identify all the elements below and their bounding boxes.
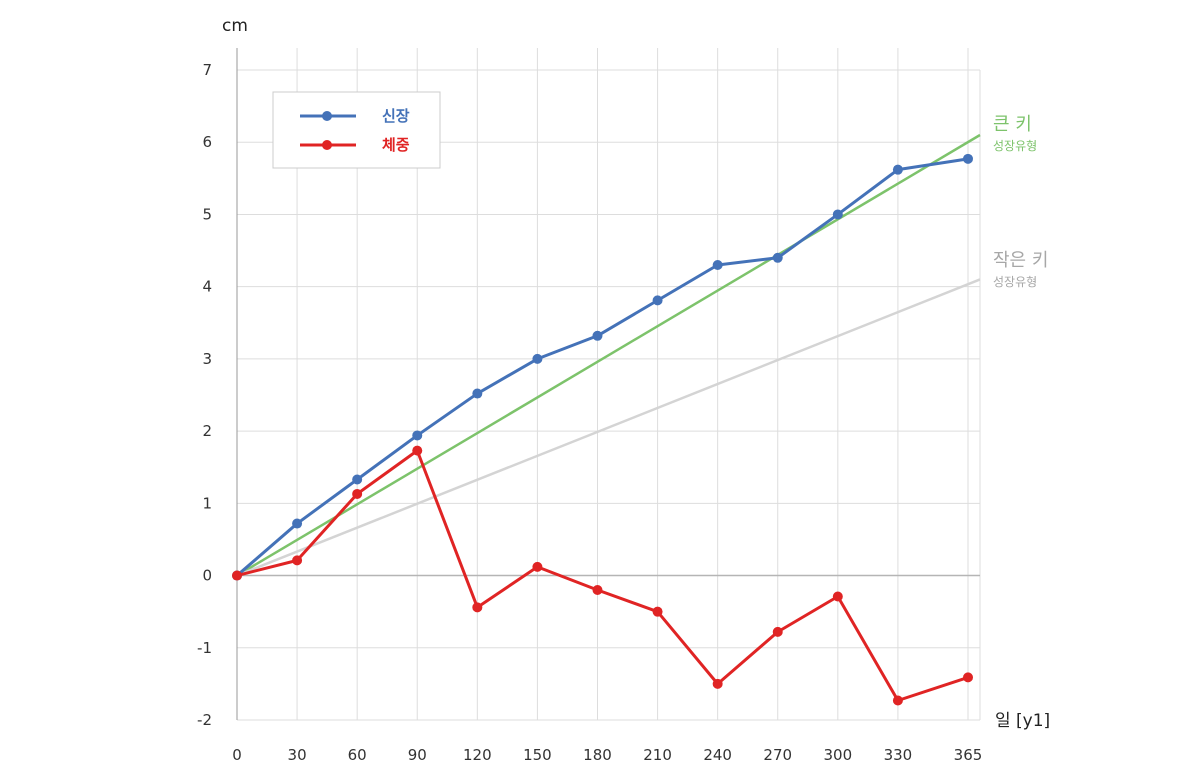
reference-labels: 큰 키 성장유형 작은 키 성장유형 (993, 114, 1048, 289)
y-tick-label-2: 2 (202, 422, 212, 440)
point-height-60 (352, 474, 363, 485)
legend-marker-height (322, 111, 332, 121)
point-weight-240 (712, 678, 723, 689)
point-weight-300 (832, 591, 843, 602)
point-weight-365 (963, 672, 973, 683)
point-weight-330 (892, 695, 903, 706)
point-height-330 (892, 164, 903, 175)
y-unit-label: cm (222, 16, 248, 36)
point-height-240 (712, 260, 723, 270)
x-tick-label-150: 150 (523, 746, 552, 764)
x-tick-label-240: 240 (703, 746, 732, 764)
point-weight-180 (592, 585, 603, 595)
y-tick-label-1: 1 (202, 494, 212, 512)
y-tick-label-6: 6 (202, 133, 212, 151)
point-height-150 (532, 353, 543, 364)
point-height-210 (652, 295, 663, 306)
legend-label-height: 신장 (382, 107, 410, 125)
x-tick-label-365: 365 (954, 746, 983, 764)
y-tick-label--1: -1 (197, 639, 212, 657)
series-line-height (236, 157, 969, 577)
tall-type-line (236, 133, 981, 577)
x-tick-label-90: 90 (408, 746, 427, 764)
legend-marker-weight (322, 140, 332, 150)
y-tick-label-4: 4 (202, 278, 212, 296)
point-weight-30 (292, 555, 303, 566)
legend-box (272, 91, 441, 169)
point-height-120 (472, 388, 483, 399)
x-tick-label-60: 60 (348, 746, 367, 764)
y-tick-label-0: 0 (202, 567, 212, 585)
point-height-300 (832, 209, 843, 220)
reference-lines (236, 133, 981, 577)
legend-label-weight: 체중 (382, 136, 410, 154)
point-height-180 (592, 330, 603, 341)
x-tick-label-300: 300 (824, 746, 853, 764)
x-tick-label-270: 270 (763, 746, 792, 764)
legend: 신장 체중 (272, 91, 441, 169)
short-type-subtitle: 성장유형 (993, 275, 1037, 289)
x-tick-label-0: 0 (232, 746, 242, 764)
point-weight-60 (352, 488, 363, 499)
point-height-90 (412, 430, 423, 441)
point-weight-90 (412, 445, 423, 456)
point-height-270 (772, 252, 783, 263)
short-type-line (236, 278, 981, 577)
tall-type-subtitle: 성장유형 (993, 139, 1037, 153)
point-weight-210 (652, 606, 663, 617)
y-tick-label-3: 3 (202, 350, 212, 368)
x-tick-label-330: 330 (884, 746, 913, 764)
tick-labels: 0 30 60 90 120 150 180 210 240 270 300 330 365-2-101… (197, 61, 982, 764)
point-weight-0 (232, 570, 242, 581)
y-tick-label-7: 7 (202, 61, 212, 79)
y-tick-label--2: -2 (197, 711, 212, 729)
point-height-365 (963, 153, 973, 164)
x-unit-label: 일 [y1] (995, 711, 1050, 731)
tall-type-title: 큰 키 (993, 114, 1032, 135)
x-tick-label-30: 30 (288, 746, 307, 764)
x-tick-label-180: 180 (583, 746, 612, 764)
point-weight-120 (472, 602, 483, 613)
x-tick-label-120: 120 (463, 746, 492, 764)
grid (236, 48, 981, 721)
y-tick-label-5: 5 (202, 205, 212, 223)
point-weight-150 (532, 561, 543, 572)
series-lines (232, 153, 973, 706)
point-weight-270 (772, 626, 783, 637)
short-type-title: 작은 키 (993, 250, 1048, 271)
point-height-30 (292, 518, 303, 529)
x-tick-label-210: 210 (643, 746, 672, 764)
